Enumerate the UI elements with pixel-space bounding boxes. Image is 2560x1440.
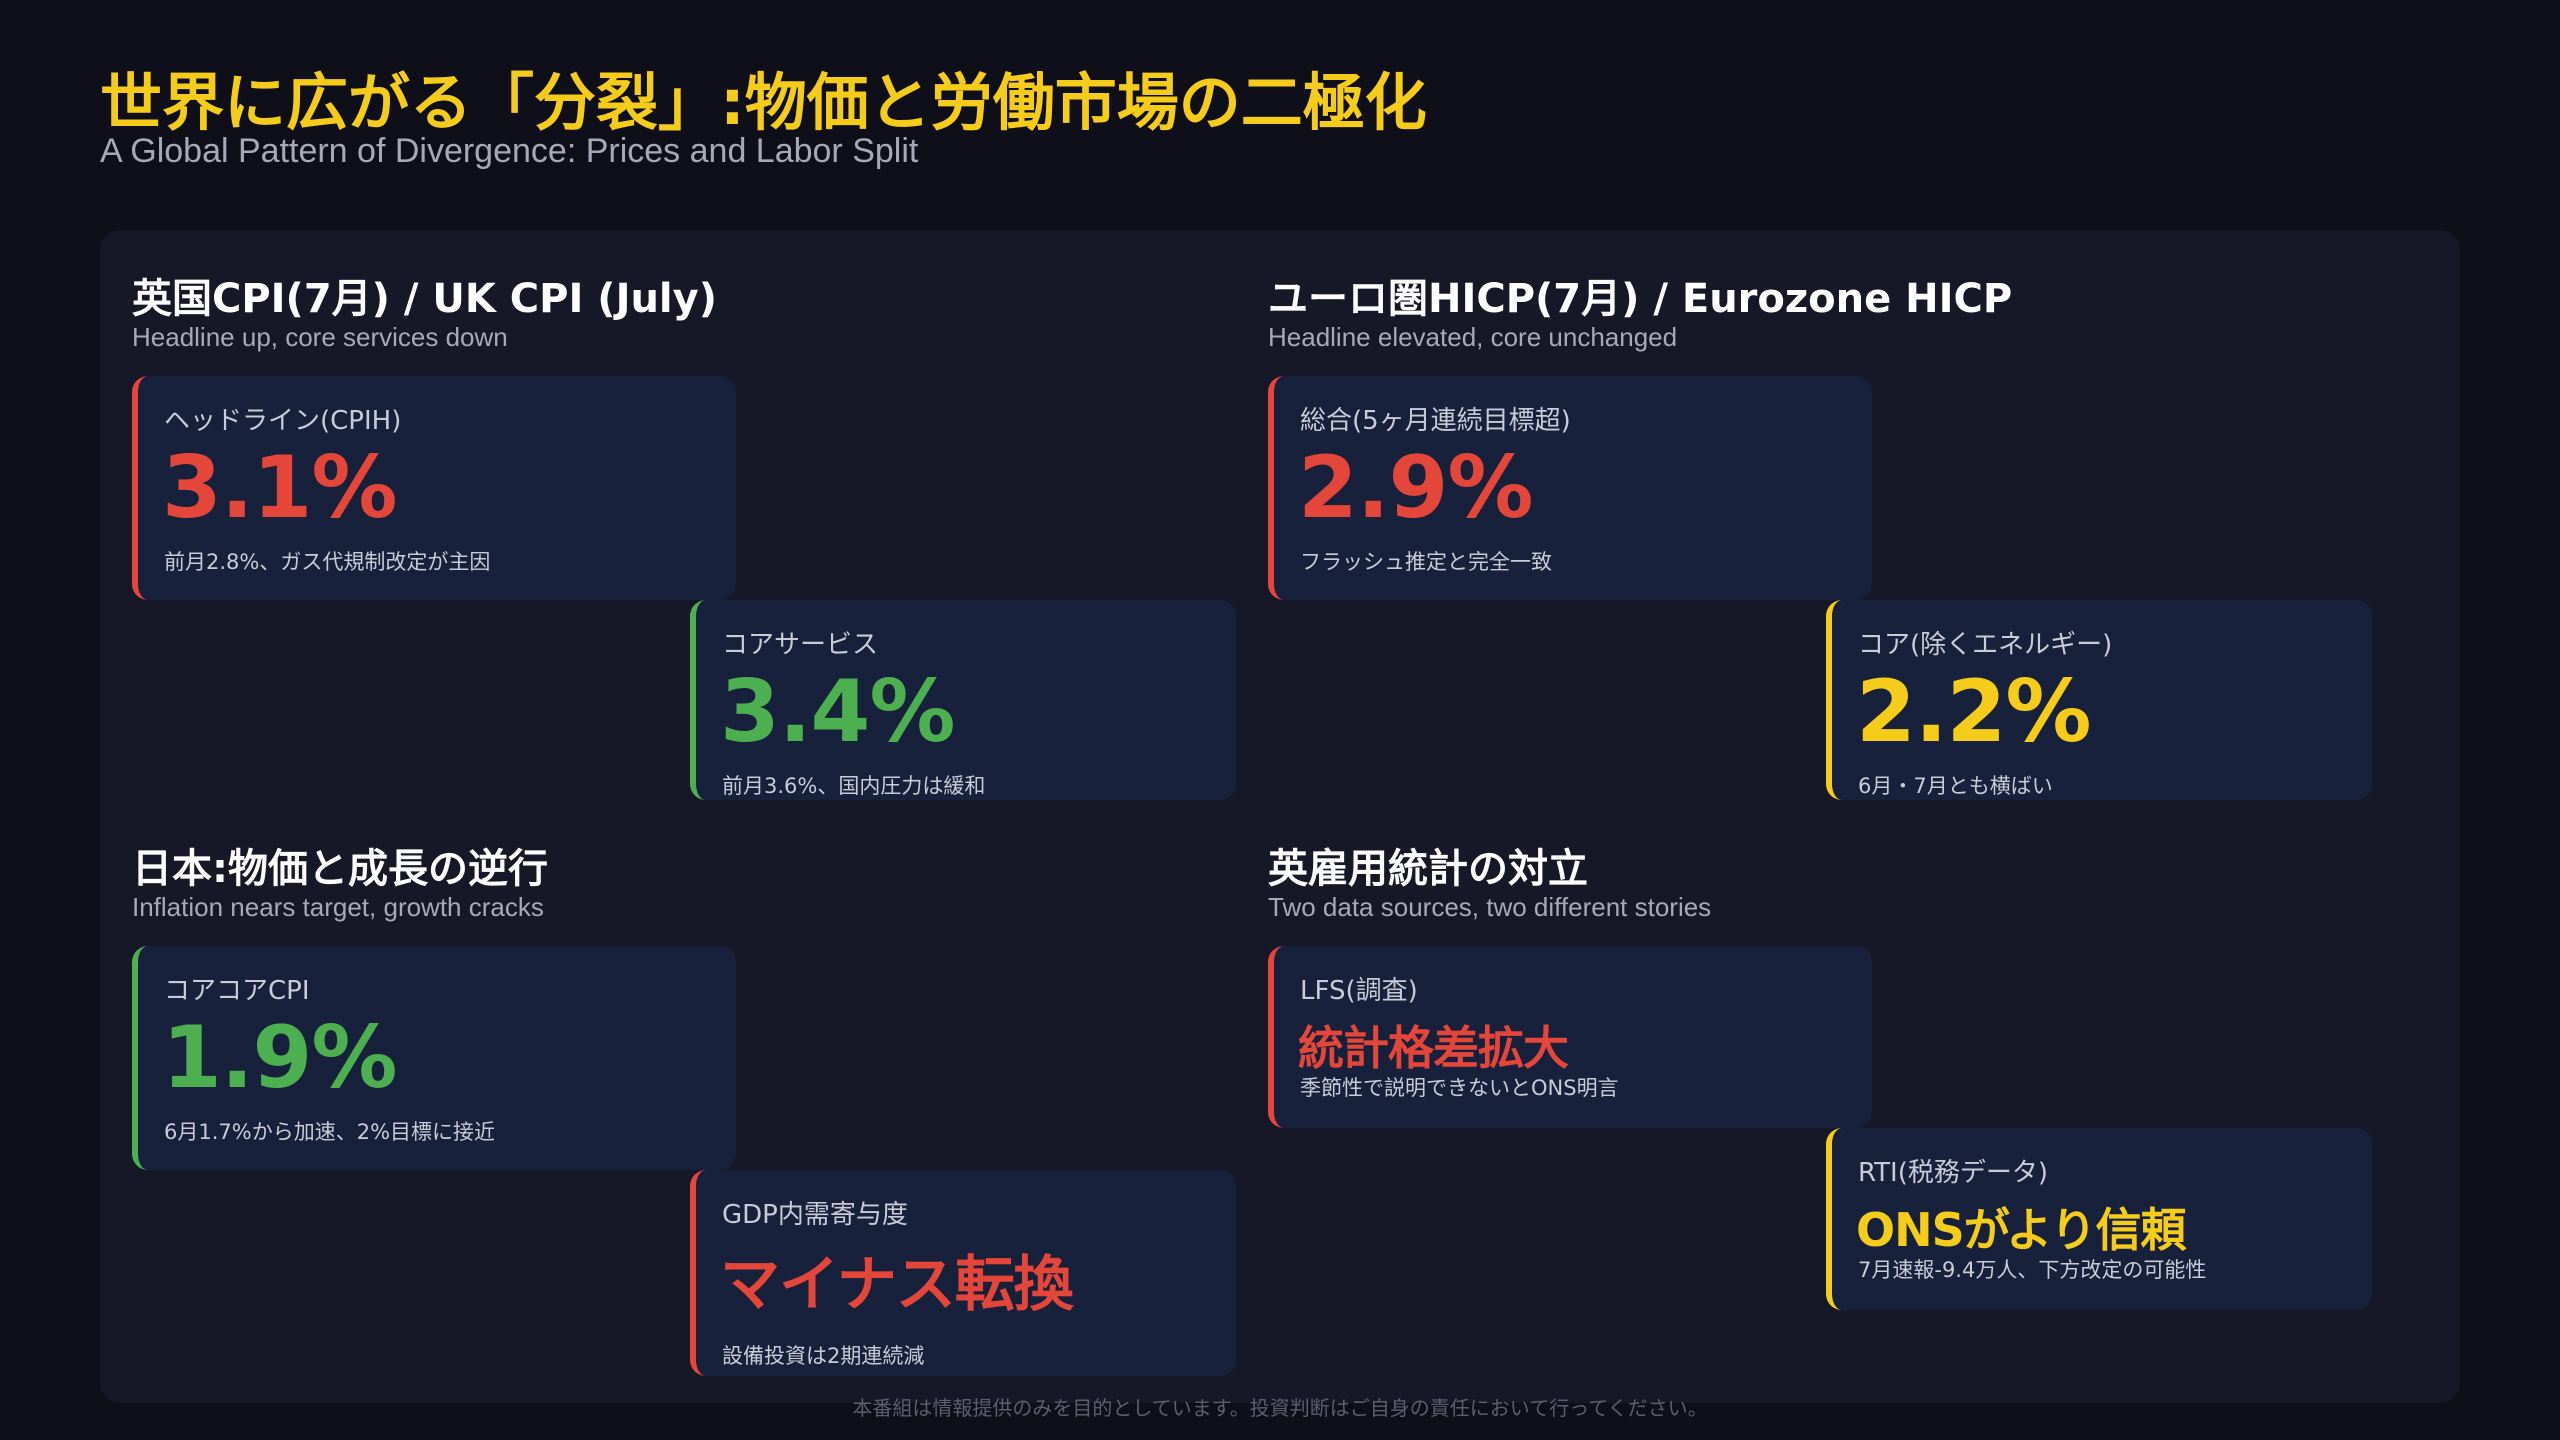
metric-card-eurozone-headline: 総合(5ヶ月連続目標超) 2.9% フラッシュ推定と完全一致 [1268,376,1872,600]
quadrant-title: 日本:物価と成長の逆行 [132,846,548,892]
metric-label: RTI(税務データ) [1858,1158,2049,1188]
quadrant-title: ユーロ圏HICP(7月) / Eurozone HICP [1268,276,2013,322]
metric-card-eurozone-core: コア(除くエネルギー) 2.2% 6月・7月とも横ばい [1826,600,2372,800]
metric-value: 3.4% [720,662,956,762]
quadrant-subtitle: Headline up, core services down [132,322,508,352]
metric-note: フラッシュ推定と完全一致 [1300,550,1552,574]
quadrant-japan: 日本:物価と成長の逆行 Inflation nears target, grow… [132,800,1236,1376]
quadrant-subtitle: Inflation nears target, growth cracks [132,892,544,922]
quadrant-eurozone-hicp: ユーロ圏HICP(7月) / Eurozone HICP Headline el… [1268,230,2372,800]
page-title: 世界に広がる「分裂」:物価と労働市場の二極化 [100,66,1427,139]
metric-label: LFS(調査) [1300,976,1418,1006]
metric-note: 6月1.7%から加速、2%目標に接近 [164,1120,496,1144]
metric-value: 3.1% [162,438,398,538]
metric-label: コアコアCPI [164,976,310,1006]
quadrant-title: 英国CPI(7月) / UK CPI (July) [132,276,717,322]
metric-card-japan-gdp: GDP内需寄与度 マイナス転換 設備投資は2期連続減 [690,1170,1236,1376]
metric-label: 総合(5ヶ月連続目標超) [1300,406,1571,436]
metric-label: コアサービス [722,630,879,660]
metric-value: 2.9% [1298,438,1534,538]
metric-card-uk-rti: RTI(税務データ) ONSがより信頼 7月速報-9.4万人、下方改定の可能性 [1826,1128,2372,1310]
metric-label: コア(除くエネルギー) [1858,630,2113,660]
metric-note: 設備投資は2期連続減 [722,1344,925,1368]
quadrant-title: 英雇用統計の対立 [1268,846,1588,892]
metric-value: 2.2% [1856,662,2092,762]
disclaimer: 本番組は情報提供のみを目的としています。投資判断はご自身の責任において行ってくだ… [852,1396,1708,1420]
content-panel: 英国CPI(7月) / UK CPI (July) Headline up, c… [100,230,2460,1403]
metric-card-japan-core-core-cpi: コアコアCPI 1.9% 6月1.7%から加速、2%目標に接近 [132,946,736,1170]
quadrant-uk-jobs: 英雇用統計の対立 Two data sources, two different… [1268,800,2372,1340]
metric-note: 前月3.6%、国内圧力は緩和 [722,774,986,798]
metric-value: ONSがより信頼 [1856,1203,2187,1257]
metric-label: GDP内需寄与度 [722,1200,908,1230]
quadrant-uk-cpi: 英国CPI(7月) / UK CPI (July) Headline up, c… [132,230,1236,800]
metric-value: 1.9% [162,1008,398,1108]
metric-note: 6月・7月とも横ばい [1858,774,2053,798]
quadrant-subtitle: Two data sources, two different stories [1268,892,1712,922]
quadrant-subtitle: Headline elevated, core unchanged [1268,322,1678,352]
page-subtitle: A Global Pattern of Divergence: Prices a… [100,132,919,170]
metric-value: 統計格差拡大 [1298,1021,1569,1075]
metric-card-uk-headline: ヘッドライン(CPIH) 3.1% 前月2.8%、ガス代規制改定が主因 [132,376,736,600]
metric-card-uk-core-services: コアサービス 3.4% 前月3.6%、国内圧力は緩和 [690,600,1236,800]
metric-note: 7月速報-9.4万人、下方改定の可能性 [1858,1258,2207,1282]
metric-note: 前月2.8%、ガス代規制改定が主因 [164,550,491,574]
metric-note: 季節性で説明できないとONS明言 [1300,1076,1619,1100]
metric-label: ヘッドライン(CPIH) [164,406,402,436]
metric-card-uk-lfs: LFS(調査) 統計格差拡大 季節性で説明できないとONS明言 [1268,946,1872,1128]
metric-value: マイナス転換 [720,1250,1074,1320]
